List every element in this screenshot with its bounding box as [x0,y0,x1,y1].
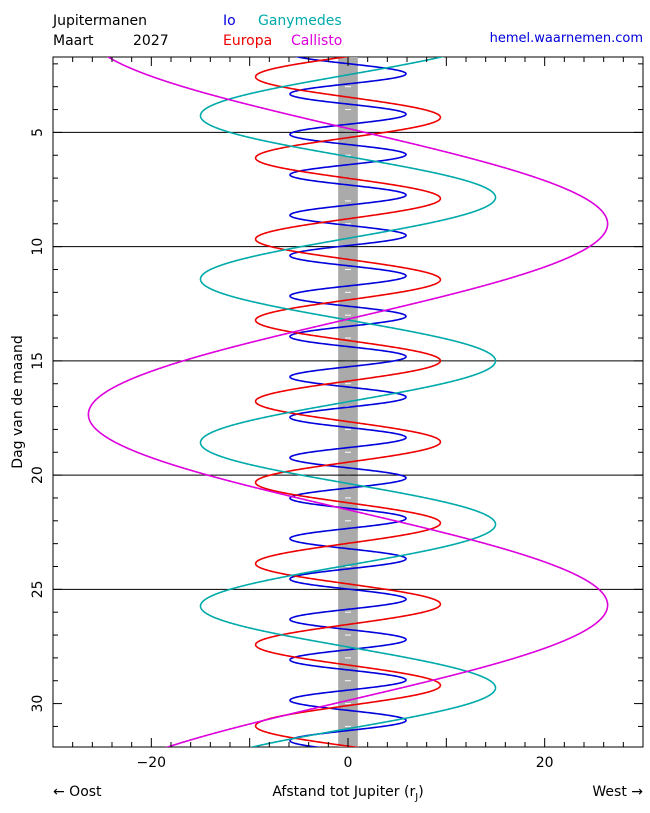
y-tick-label: 5 [30,128,46,137]
y-tick-label: 15 [30,352,46,370]
x-axis-label-main: Afstand tot Jupiter (r [272,784,415,800]
east-label: ← Oost [53,784,102,800]
y-tick-label: 10 [30,238,46,256]
legend-io: Io [223,13,236,29]
series-ganymedes [199,57,497,747]
month-label: Maart [53,33,94,49]
series-callisto [87,57,609,747]
year-label: 2027 [133,33,169,49]
x-tick-label: 0 [344,755,353,771]
x-axis-label-sub: J [414,792,418,803]
axis-ticks: −20 0 20 5 10 15 20 25 30 [30,57,644,771]
moon-curves [87,57,609,747]
x-axis-label-close: ) [418,784,423,800]
x-tick-label: −20 [137,755,167,771]
y-tick-label: 20 [30,466,46,484]
y-tick-label: 30 [30,695,46,713]
chart-title: Jupitermanen [52,13,147,29]
x-tick-label: 20 [536,755,554,771]
x-axis-label: Afstand tot Jupiter (rJ) [272,784,423,803]
y-axis-label: Dag van de maand [10,335,26,468]
legend-europa: Europa [223,33,272,49]
series-io [289,57,407,747]
site-label: hemel.waarnemen.com [490,31,643,46]
legend-ganymedes: Ganymedes [258,13,342,29]
y-tick-label: 25 [30,580,46,598]
west-label: West → [592,784,643,800]
legend-callisto: Callisto [291,33,342,49]
